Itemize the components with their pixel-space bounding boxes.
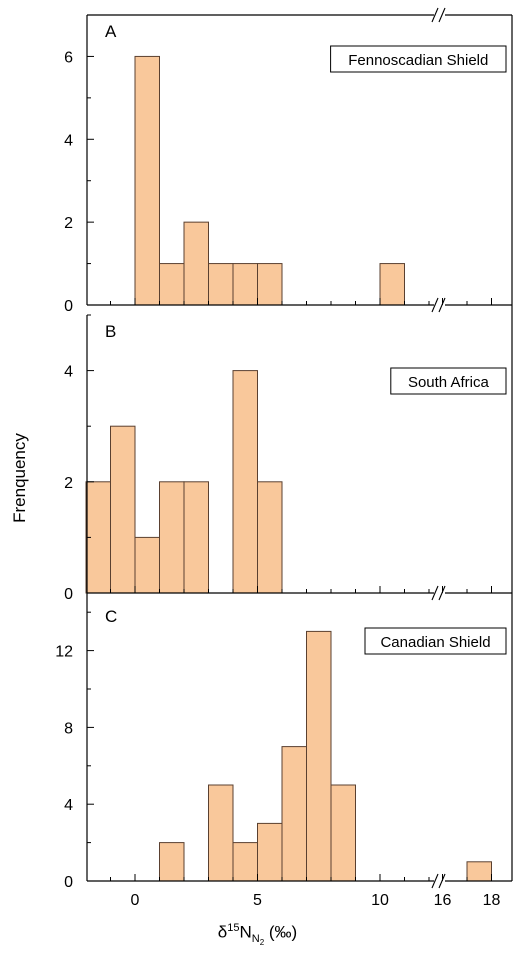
axis-break-mark [438, 7, 446, 23]
histogram-bar [208, 263, 234, 306]
histogram-bar [232, 263, 258, 306]
axis-break-mark [431, 585, 439, 601]
x-axis-label-main: N [239, 922, 252, 942]
y-tick-label: 2 [64, 215, 73, 232]
y-tick-label: 4 [64, 132, 73, 149]
histogram-bar [257, 822, 283, 882]
histogram-bar [281, 746, 307, 882]
x-tick-label: 18 [483, 892, 501, 909]
y-axis-label: Frenquency [10, 433, 29, 523]
panel-title-box [364, 627, 507, 655]
x-axis-label-sup: 15 [227, 922, 240, 934]
y-tick-label: 4 [64, 797, 73, 814]
x-axis-label-subsub: 2 [259, 938, 265, 948]
histogram-bar [183, 221, 209, 306]
x-tick-label: 16 [434, 892, 452, 909]
y-tick-label: 2 [64, 475, 73, 492]
panel-A: 0 2 4 6 A Fennoscadian Shield [64, 14, 512, 315]
x-axis-label: δ15NN2 (‰) [0, 922, 515, 947]
panel-title-box [330, 45, 507, 73]
panel-title: Fennoscadian Shield [348, 52, 488, 69]
y-tick-label: 0 [64, 586, 73, 603]
panel-letter: B [105, 322, 116, 341]
histogram-bar [232, 370, 258, 594]
histogram-bar [159, 263, 185, 306]
panel-letter: C [105, 607, 117, 626]
axis-break-mark [438, 297, 446, 313]
x-tick-label: 10 [371, 892, 389, 909]
x-tick-label: 5 [253, 892, 262, 909]
histogram-bar [330, 784, 356, 882]
histogram-bar [257, 481, 283, 594]
histogram-bar [466, 861, 492, 882]
histogram-bar [134, 536, 160, 594]
histogram-bar [110, 425, 136, 594]
y-tick-label: 4 [64, 364, 73, 381]
histogram-bar [159, 481, 185, 594]
axis-break-mark [438, 873, 446, 889]
x-axis-label-suffix: (‰) [264, 922, 298, 942]
y-tick-label: 8 [64, 720, 73, 737]
histogram-bar [208, 784, 234, 882]
x-axis-label-prefix: δ [217, 922, 228, 942]
histogram-bar [379, 263, 405, 306]
panel-B: 0 2 4 B South Africa [64, 314, 512, 603]
histogram-bar [232, 842, 258, 882]
y-tick-label: 0 [64, 874, 73, 891]
histogram-bar [183, 481, 209, 594]
panels: 0 2 4 6 A Fennoscadian Shield 0 2 4 B South Africa… [55, 7, 513, 909]
histogram-bar [306, 630, 332, 882]
histogram-bar [257, 263, 283, 306]
x-axis-label-sub: N [251, 933, 260, 946]
x-tick-label: 0 [131, 892, 140, 909]
y-tick-label: 6 [64, 49, 73, 66]
histogram-bar [159, 842, 185, 882]
axis-break-mark [438, 585, 446, 601]
axis-break-mark [431, 873, 439, 889]
panel-title: South Africa [408, 374, 490, 391]
y-tick-label: 12 [55, 644, 73, 661]
axis-break-mark [431, 297, 439, 313]
axis-break-mark [431, 7, 439, 23]
panel-C: 0 4 8 12 C Canadian Shield [55, 593, 512, 891]
panel-title: Canadian Shield [380, 634, 490, 651]
y-tick-label: 0 [64, 298, 73, 315]
histogram-bar [134, 55, 160, 306]
panel-letter: A [105, 22, 117, 41]
panel-title-box [390, 367, 507, 395]
